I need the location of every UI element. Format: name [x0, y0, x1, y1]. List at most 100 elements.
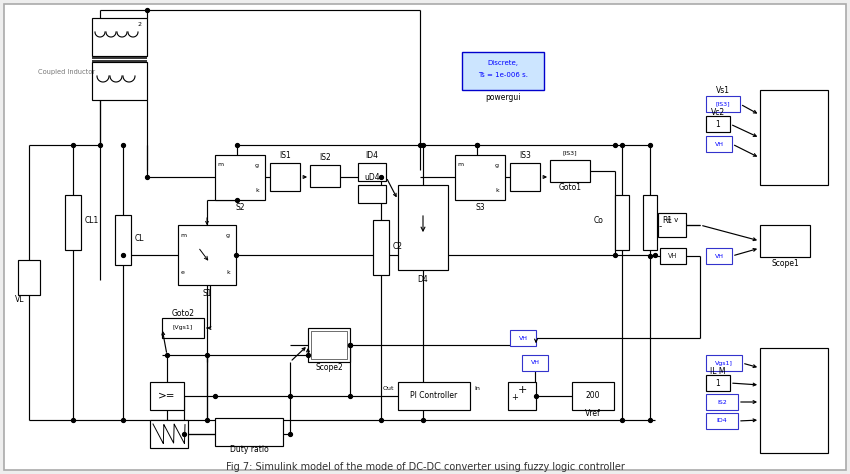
Bar	[643, 195, 657, 250]
Bar	[706, 375, 730, 391]
Text: + v: + v	[666, 217, 678, 223]
Bar	[572, 382, 614, 410]
Text: +: +	[512, 393, 518, 402]
Bar	[455, 155, 505, 200]
Text: e: e	[181, 271, 185, 275]
Text: Discrete,: Discrete,	[488, 60, 518, 66]
Text: Ts = 1e-006 s.: Ts = 1e-006 s.	[478, 72, 528, 78]
Bar	[18, 260, 40, 295]
Text: IS2: IS2	[319, 154, 331, 163]
Text: Goto1: Goto1	[558, 183, 581, 192]
Bar	[115, 215, 131, 265]
Bar	[215, 155, 265, 200]
Text: uD4: uD4	[364, 173, 380, 182]
Bar	[215, 418, 283, 446]
Text: D4: D4	[417, 275, 428, 284]
Text: Fig 7: Simulink model of the mode of DC-DC converter using fuzzy logic controlle: Fig 7: Simulink model of the mode of DC-…	[225, 462, 625, 472]
Text: powergui: powergui	[485, 92, 521, 101]
Text: g: g	[255, 163, 259, 167]
Text: Co: Co	[594, 216, 604, 225]
Text: IS1: IS1	[279, 152, 291, 161]
Text: S1: S1	[202, 289, 212, 298]
Bar	[308, 328, 350, 362]
Text: IS3: IS3	[519, 152, 531, 161]
Bar	[706, 394, 738, 410]
Text: S2: S2	[235, 202, 245, 211]
Text: >=: >=	[158, 391, 176, 401]
Text: VH: VH	[715, 254, 723, 258]
Bar	[760, 90, 828, 185]
Text: Duty ratio: Duty ratio	[230, 446, 269, 455]
Bar	[92, 62, 147, 100]
Bar	[706, 116, 730, 132]
Bar	[522, 355, 548, 371]
Text: Coupled Inductor: Coupled Inductor	[38, 69, 95, 75]
Bar	[706, 96, 740, 112]
Bar	[706, 413, 738, 429]
Text: m: m	[457, 163, 463, 167]
Text: Scope2: Scope2	[315, 363, 343, 372]
Bar	[358, 163, 386, 181]
Text: 1: 1	[716, 119, 720, 128]
Bar	[510, 163, 540, 191]
Text: S3: S3	[475, 202, 484, 211]
Bar	[658, 213, 686, 237]
Text: ID4: ID4	[366, 152, 378, 161]
Text: VH: VH	[518, 336, 528, 340]
Text: R1: R1	[662, 216, 672, 225]
Text: IL M: IL M	[711, 367, 726, 376]
Text: 2: 2	[138, 21, 142, 27]
Bar	[550, 160, 590, 182]
Text: Goto2: Goto2	[172, 309, 195, 318]
Text: Vgs1]: Vgs1]	[715, 361, 733, 365]
Bar	[310, 165, 340, 187]
Text: CL: CL	[135, 234, 144, 243]
Text: -: -	[659, 222, 661, 231]
Text: [IS3]: [IS3]	[563, 151, 577, 155]
Bar	[65, 195, 81, 250]
Text: g: g	[495, 163, 499, 167]
Bar	[508, 382, 536, 410]
Text: In: In	[474, 386, 480, 392]
Text: C2: C2	[393, 241, 403, 250]
Text: Scope1: Scope1	[771, 258, 799, 267]
Bar	[178, 225, 236, 285]
Text: g: g	[226, 233, 230, 237]
Text: [IS3]: [IS3]	[716, 101, 730, 107]
Bar	[462, 52, 544, 90]
Bar	[706, 136, 732, 152]
Bar	[706, 355, 742, 371]
Bar	[373, 220, 389, 275]
Bar	[150, 420, 188, 448]
Text: 200: 200	[586, 392, 600, 401]
Text: CL1: CL1	[85, 216, 99, 225]
Bar	[398, 185, 448, 270]
Bar	[615, 195, 629, 250]
Bar	[706, 248, 732, 264]
Text: VH: VH	[668, 253, 677, 259]
Text: Out: Out	[382, 386, 394, 392]
Text: VL: VL	[15, 295, 25, 304]
Text: PI Controller: PI Controller	[411, 392, 457, 401]
Bar	[760, 348, 828, 453]
Bar	[92, 18, 147, 56]
Bar	[510, 330, 536, 346]
Bar	[150, 382, 184, 410]
Text: k: k	[255, 188, 259, 192]
Text: ID4: ID4	[717, 419, 728, 423]
Bar	[358, 185, 386, 203]
Text: VH: VH	[530, 361, 540, 365]
Text: m: m	[217, 163, 223, 167]
Text: 1: 1	[716, 379, 720, 388]
Bar	[660, 248, 686, 264]
Text: Vs1: Vs1	[716, 85, 730, 94]
Bar	[311, 331, 347, 359]
Text: IS2: IS2	[717, 400, 727, 404]
Bar	[162, 318, 204, 338]
Text: +: +	[518, 385, 527, 395]
Text: VH: VH	[715, 142, 723, 146]
Text: Vc2: Vc2	[711, 108, 725, 117]
Text: m: m	[180, 233, 186, 237]
Text: k: k	[226, 271, 230, 275]
Text: k: k	[495, 188, 499, 192]
